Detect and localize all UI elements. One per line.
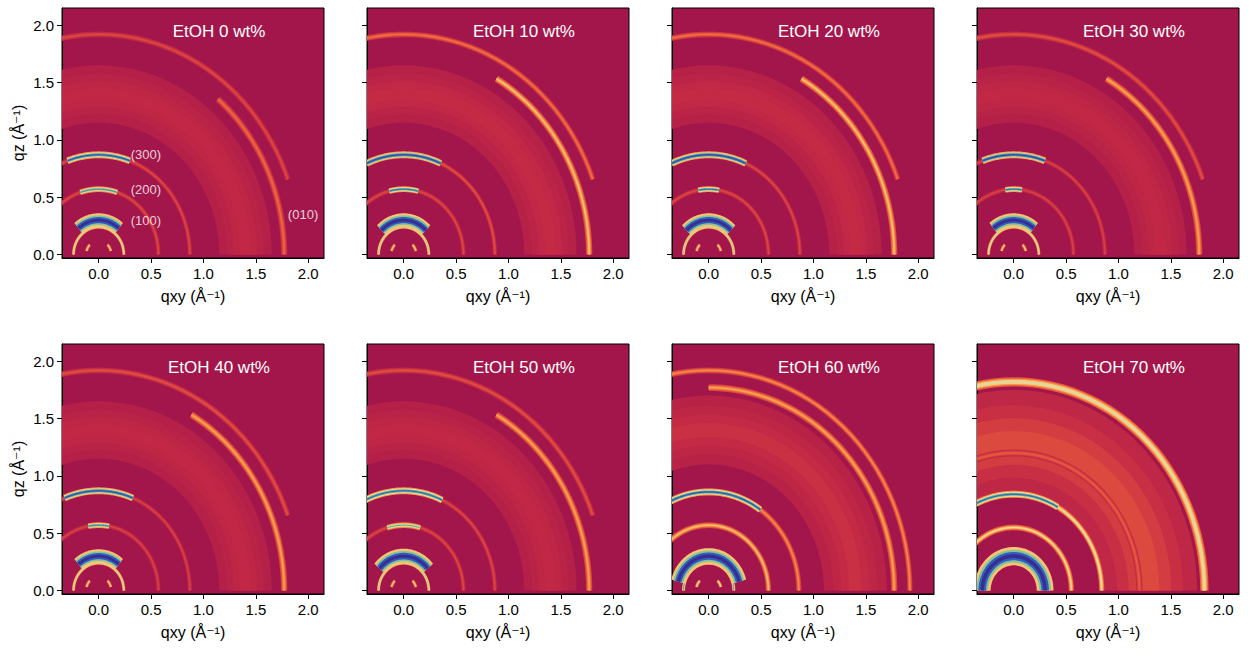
svg-text:1.0: 1.0: [1108, 265, 1129, 282]
svg-text:EtOH 0 wt%: EtOH 0 wt%: [173, 22, 266, 41]
svg-text:1.0: 1.0: [803, 601, 824, 618]
svg-text:qxy (Å⁻¹): qxy (Å⁻¹): [161, 623, 225, 641]
svg-text:0.0: 0.0: [393, 265, 414, 282]
svg-text:2.0: 2.0: [908, 265, 929, 282]
svg-text:1.0: 1.0: [193, 601, 214, 618]
svg-text:(300): (300): [131, 147, 161, 162]
svg-text:EtOH 30 wt%: EtOH 30 wt%: [1083, 22, 1185, 41]
svg-text:qz (Å⁻¹): qz (Å⁻¹): [9, 441, 27, 497]
svg-text:qxy (Å⁻¹): qxy (Å⁻¹): [771, 623, 835, 641]
svg-text:1.5: 1.5: [1160, 265, 1181, 282]
svg-text:2.0: 2.0: [33, 353, 54, 370]
svg-text:1.5: 1.5: [33, 410, 54, 427]
svg-text:2.0: 2.0: [603, 601, 624, 618]
svg-text:1.0: 1.0: [803, 265, 824, 282]
svg-text:0.5: 0.5: [33, 525, 54, 542]
svg-text:1.0: 1.0: [193, 265, 214, 282]
svg-text:qxy (Å⁻¹): qxy (Å⁻¹): [466, 623, 530, 641]
svg-text:0.0: 0.0: [88, 601, 109, 618]
svg-text:EtOH 70 wt%: EtOH 70 wt%: [1083, 358, 1185, 377]
svg-text:1.5: 1.5: [1160, 601, 1181, 618]
svg-text:2.0: 2.0: [298, 601, 319, 618]
svg-text:qxy (Å⁻¹): qxy (Å⁻¹): [1076, 287, 1140, 305]
svg-text:1.0: 1.0: [498, 265, 519, 282]
svg-text:qxy (Å⁻¹): qxy (Å⁻¹): [771, 287, 835, 305]
svg-text:0.0: 0.0: [698, 265, 719, 282]
svg-text:1.5: 1.5: [245, 601, 266, 618]
svg-text:0.0: 0.0: [393, 601, 414, 618]
svg-text:1.5: 1.5: [245, 265, 266, 282]
svg-text:0.5: 0.5: [1056, 265, 1077, 282]
svg-text:1.5: 1.5: [855, 601, 876, 618]
svg-text:qz (Å⁻¹): qz (Å⁻¹): [9, 105, 27, 161]
svg-text:2.0: 2.0: [298, 265, 319, 282]
svg-text:0.0: 0.0: [1003, 265, 1024, 282]
svg-text:0.5: 0.5: [1056, 601, 1077, 618]
svg-text:0.5: 0.5: [141, 601, 162, 618]
svg-text:(100): (100): [131, 213, 161, 228]
svg-text:0.5: 0.5: [751, 265, 772, 282]
svg-text:qxy (Å⁻¹): qxy (Å⁻¹): [466, 287, 530, 305]
svg-text:1.5: 1.5: [855, 265, 876, 282]
svg-text:EtOH 50 wt%: EtOH 50 wt%: [473, 358, 575, 377]
svg-text:qxy (Å⁻¹): qxy (Å⁻¹): [161, 287, 225, 305]
svg-text:1.0: 1.0: [498, 601, 519, 618]
svg-text:2.0: 2.0: [1213, 601, 1234, 618]
svg-text:1.0: 1.0: [33, 131, 54, 148]
svg-text:(010): (010): [288, 207, 318, 222]
svg-text:0.5: 0.5: [141, 265, 162, 282]
svg-text:0.5: 0.5: [33, 189, 54, 206]
svg-text:2.0: 2.0: [908, 601, 929, 618]
svg-text:0.5: 0.5: [446, 601, 467, 618]
svg-text:1.5: 1.5: [33, 74, 54, 91]
svg-text:0.5: 0.5: [751, 601, 772, 618]
svg-text:1.0: 1.0: [1108, 601, 1129, 618]
svg-text:2.0: 2.0: [33, 17, 54, 34]
svg-text:0.0: 0.0: [33, 246, 54, 263]
svg-text:0.0: 0.0: [88, 265, 109, 282]
svg-text:(200): (200): [131, 182, 161, 197]
svg-text:EtOH 60 wt%: EtOH 60 wt%: [778, 358, 880, 377]
svg-text:EtOH 20 wt%: EtOH 20 wt%: [778, 22, 880, 41]
svg-text:0.0: 0.0: [698, 601, 719, 618]
svg-text:1.5: 1.5: [550, 265, 571, 282]
svg-text:EtOH 10 wt%: EtOH 10 wt%: [473, 22, 575, 41]
svg-text:0.0: 0.0: [33, 582, 54, 599]
svg-text:1.0: 1.0: [33, 467, 54, 484]
svg-text:0.5: 0.5: [446, 265, 467, 282]
svg-text:1.5: 1.5: [550, 601, 571, 618]
svg-text:0.0: 0.0: [1003, 601, 1024, 618]
svg-text:EtOH 40 wt%: EtOH 40 wt%: [168, 358, 270, 377]
svg-text:2.0: 2.0: [603, 265, 624, 282]
svg-text:qxy (Å⁻¹): qxy (Å⁻¹): [1076, 623, 1140, 641]
svg-text:2.0: 2.0: [1213, 265, 1234, 282]
